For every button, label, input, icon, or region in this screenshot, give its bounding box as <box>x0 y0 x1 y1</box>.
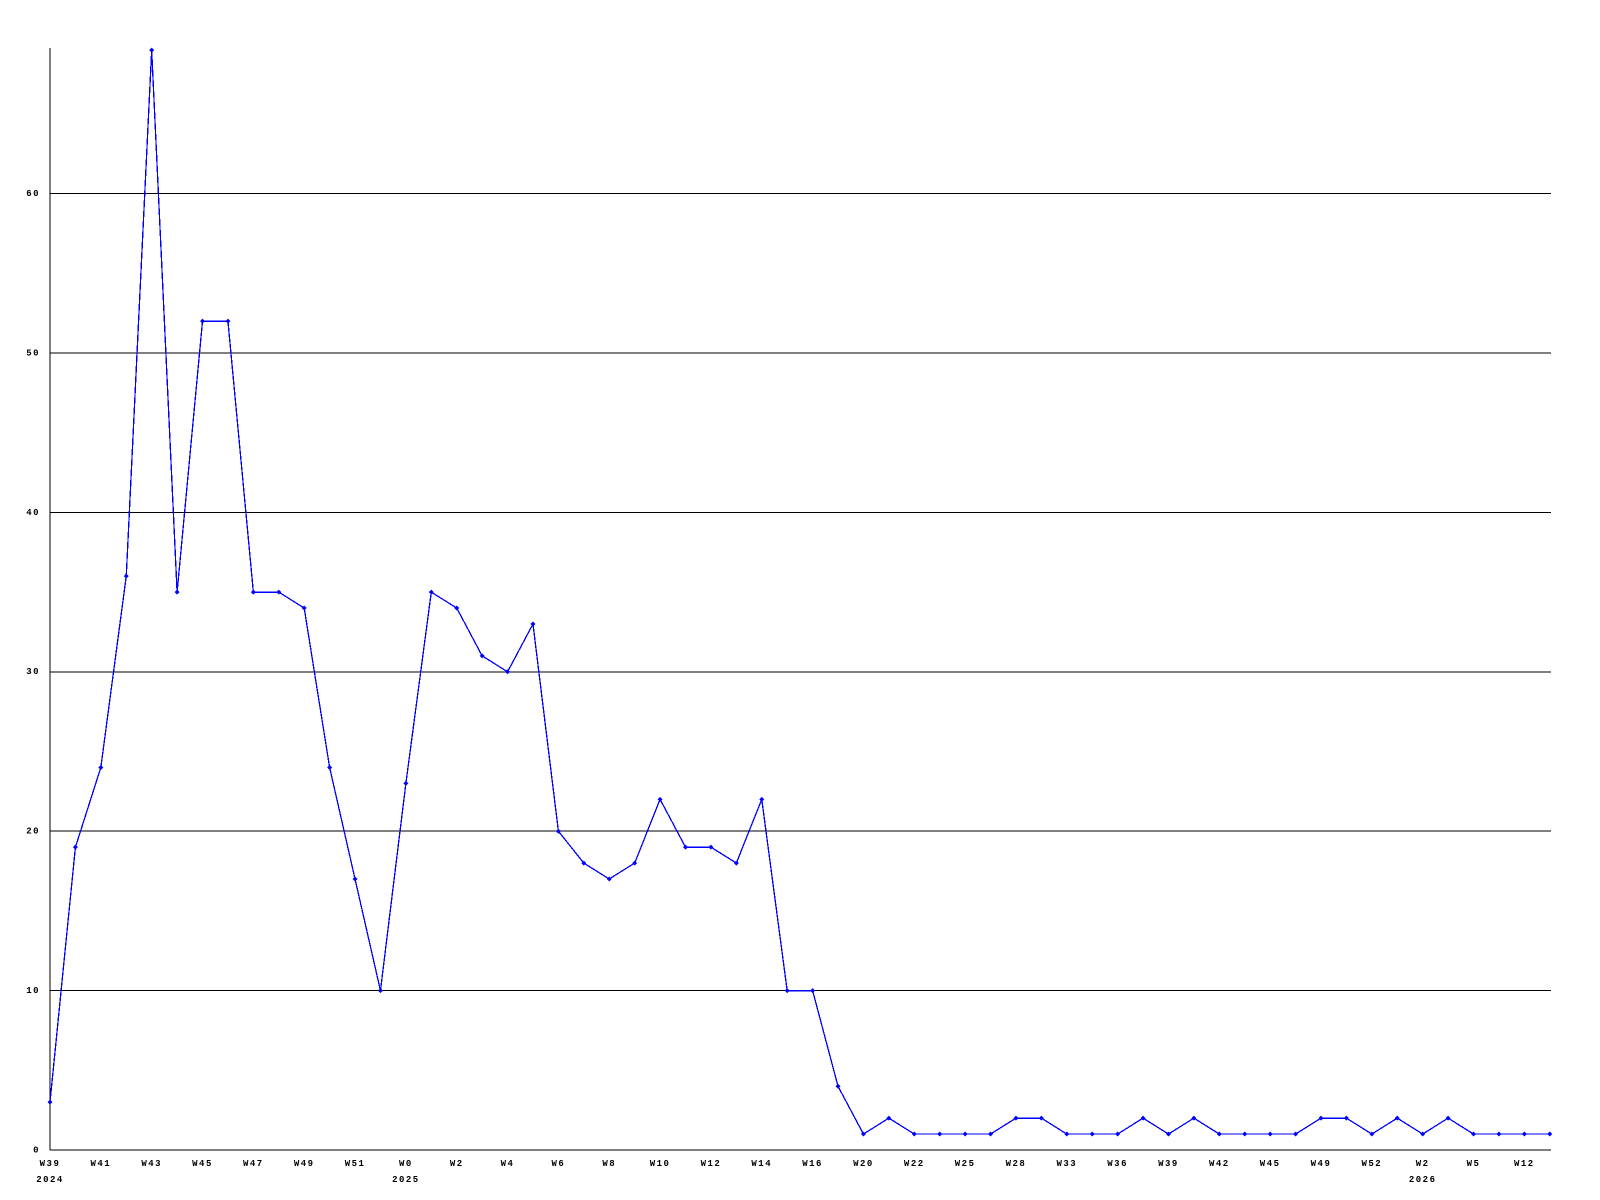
svg-text:W6: W6 <box>551 1159 565 1169</box>
svg-text:W43: W43 <box>141 1159 162 1169</box>
svg-text:W33: W33 <box>1056 1159 1077 1169</box>
svg-text:W20: W20 <box>853 1159 874 1169</box>
svg-text:W47: W47 <box>243 1159 264 1169</box>
svg-text:W16: W16 <box>802 1159 823 1169</box>
svg-text:W22: W22 <box>904 1159 925 1169</box>
svg-text:W49: W49 <box>294 1159 315 1169</box>
svg-text:W10: W10 <box>650 1159 671 1169</box>
svg-text:0: 0 <box>33 1145 40 1155</box>
svg-text:W45: W45 <box>192 1159 213 1169</box>
svg-text:W2: W2 <box>1416 1159 1430 1169</box>
svg-text:60: 60 <box>26 189 40 199</box>
svg-text:W45: W45 <box>1260 1159 1281 1169</box>
svg-text:10: 10 <box>26 986 40 996</box>
svg-text:2025: 2025 <box>392 1175 420 1185</box>
svg-text:W28: W28 <box>1006 1159 1027 1169</box>
svg-text:W0: W0 <box>399 1159 413 1169</box>
svg-text:W39: W39 <box>40 1159 61 1169</box>
svg-text:W42: W42 <box>1209 1159 1230 1169</box>
svg-text:40: 40 <box>26 508 40 518</box>
svg-text:W5: W5 <box>1467 1159 1481 1169</box>
svg-text:2026: 2026 <box>1409 1175 1437 1185</box>
svg-text:W52: W52 <box>1361 1159 1382 1169</box>
svg-text:30: 30 <box>26 667 40 677</box>
svg-text:W39: W39 <box>1158 1159 1179 1169</box>
svg-text:W41: W41 <box>90 1159 111 1169</box>
svg-text:W36: W36 <box>1107 1159 1128 1169</box>
svg-text:W51: W51 <box>345 1159 366 1169</box>
svg-text:W4: W4 <box>501 1159 515 1169</box>
svg-text:W25: W25 <box>955 1159 976 1169</box>
svg-text:W8: W8 <box>602 1159 616 1169</box>
svg-text:W12: W12 <box>701 1159 722 1169</box>
svg-text:W14: W14 <box>751 1159 772 1169</box>
svg-text:50: 50 <box>26 348 40 358</box>
svg-text:W12: W12 <box>1514 1159 1535 1169</box>
svg-text:2024: 2024 <box>36 1175 64 1185</box>
svg-text:W2: W2 <box>450 1159 464 1169</box>
svg-text:20: 20 <box>26 827 40 837</box>
svg-text:W49: W49 <box>1311 1159 1332 1169</box>
